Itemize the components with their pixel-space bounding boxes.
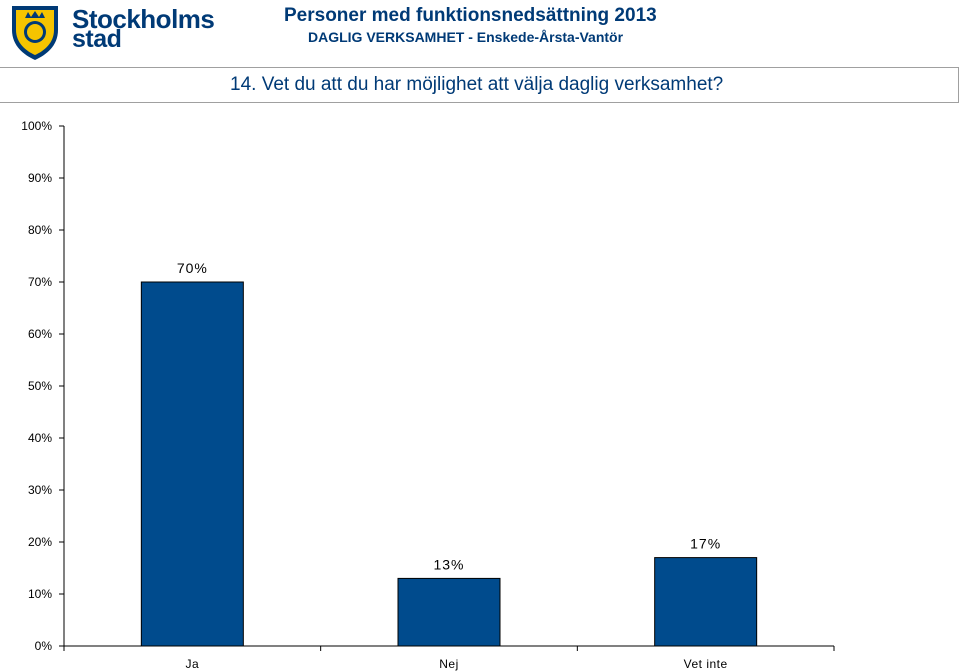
y-tick-label: 20% [28,535,52,549]
stockholm-crest-icon [12,6,58,60]
y-tick-label: 40% [28,431,52,445]
chart-labels: 70% Ja 13% Nej 17% Vet inte [177,260,728,671]
report-title: Personer med funktionsnedsättning 2013 [284,5,657,26]
y-tick-label: 80% [28,223,52,237]
y-tick-label: 100% [21,119,52,133]
y-tick-label: 50% [28,379,52,393]
question-text: 14. Vet du att du har möjlighet att välj… [230,74,724,95]
y-tick-label: 60% [28,327,52,341]
y-tick-label: 90% [28,171,52,185]
x-tick-label: Nej [439,657,459,671]
x-tick-label: Ja [185,657,199,671]
y-tick-label: 0% [35,639,53,653]
bar-vet-inte [654,557,758,647]
y-tick-label: 70% [28,275,52,289]
chart-bars [140,281,758,647]
y-tick-label: 10% [28,587,52,601]
bar-ja [140,281,244,647]
brand-name-suffix: stad [72,25,122,53]
data-label: 70% [177,260,208,276]
stockholm-logo: Stockholms stad [0,0,230,62]
data-label: 17% [690,536,721,552]
brand-name: Stockholms [72,4,215,34]
y-tick-label: 30% [28,483,52,497]
x-tick-label: Vet inte [684,657,728,671]
data-label: 13% [433,556,464,572]
report-subtitle: DAGLIG VERKSAMHET - Enskede-Årsta-Vantör [308,29,624,45]
bar-nej [397,577,501,647]
question-box: 14. Vet du att du har möjlighet att välj… [0,67,959,103]
